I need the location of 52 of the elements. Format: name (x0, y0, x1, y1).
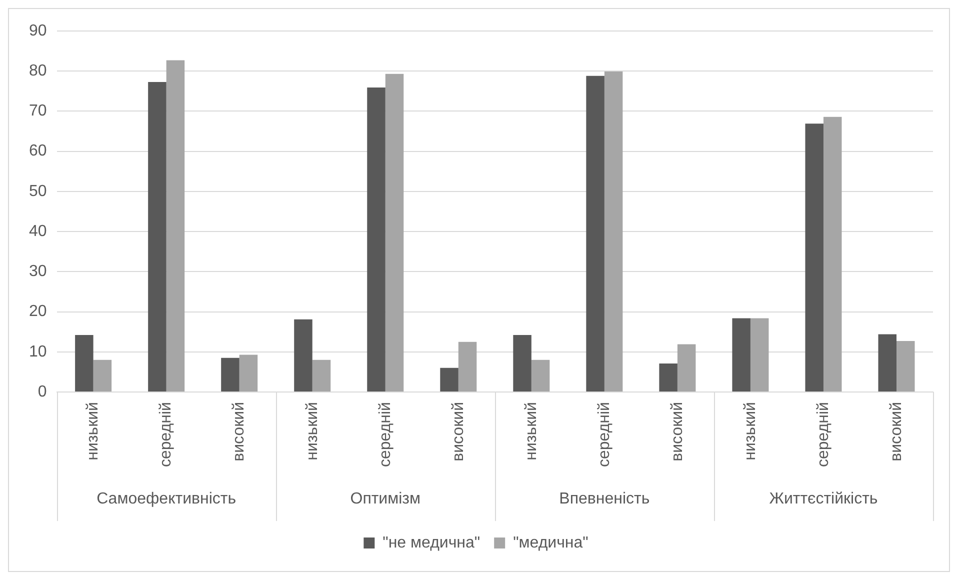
bar (750, 318, 769, 392)
bar (458, 342, 477, 392)
bar (531, 360, 550, 392)
bar (239, 354, 258, 392)
bar (75, 335, 94, 392)
y-tick-label: 10 (29, 343, 47, 360)
y-tick-label: 30 (29, 263, 47, 280)
x-tick-label: низький (304, 402, 321, 460)
bar (312, 360, 331, 392)
bar (823, 116, 842, 392)
x-tick-label: високий (450, 402, 467, 462)
legend-label: "не медична" (382, 534, 480, 552)
x-tick-label: середній (158, 402, 175, 468)
text: Життєстійкість (769, 490, 878, 508)
bar (732, 318, 750, 392)
y-tick-label: 20 (29, 303, 47, 320)
x-tick-label: низький (742, 402, 759, 460)
x-tick-label: середній (596, 402, 613, 468)
y-tick-label: 0 (38, 383, 47, 400)
y-tick-label: 70 (29, 102, 47, 120)
bar (367, 88, 386, 392)
x-tick-label: високий (230, 402, 248, 462)
bar (93, 360, 112, 392)
y-tick-label: 50 (29, 182, 47, 200)
bar (659, 364, 678, 392)
bar (586, 76, 604, 392)
bar (604, 72, 623, 392)
x-tick-label: низький (522, 402, 540, 460)
bar (896, 341, 915, 392)
y-tick-label: 40 (29, 222, 47, 240)
bar (805, 124, 824, 392)
x-tick-label: низький (84, 402, 102, 460)
bar (166, 60, 185, 392)
bar (677, 344, 696, 392)
x-tick-label: високий (668, 402, 686, 462)
x-tick-label: середній (376, 402, 394, 468)
text: Самоефективність (96, 490, 236, 508)
x-tick-label: середній (814, 402, 832, 468)
legend-label: "медична" (513, 534, 588, 552)
text: Оптимізм (350, 490, 421, 508)
bar (878, 334, 896, 392)
bar (385, 74, 404, 392)
x-tick-label: високий (888, 402, 905, 462)
bar (148, 82, 166, 392)
bar (513, 335, 532, 392)
y-tick-label: 80 (29, 62, 47, 80)
bar (221, 358, 240, 392)
y-tick-label: 60 (29, 142, 47, 160)
bar (294, 319, 312, 392)
y-tick-label: 90 (29, 22, 47, 40)
text: Впевненість (559, 490, 650, 508)
bar (440, 368, 458, 392)
